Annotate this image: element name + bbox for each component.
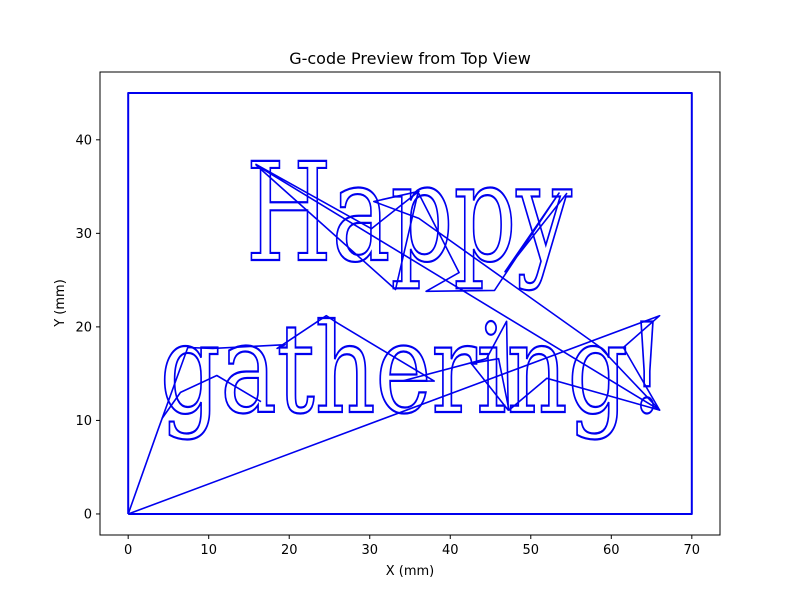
text-line-gathering: gathering! xyxy=(160,298,666,442)
y-tick-label: 20 xyxy=(75,320,92,335)
border-path xyxy=(127,92,693,515)
y-axis-label: Y (mm) xyxy=(53,279,68,328)
travel-path-3 xyxy=(161,374,262,419)
y-axis-ticks: 0 10 20 30 40 xyxy=(75,133,100,522)
chart-title: G-code Preview from Top View xyxy=(289,49,531,68)
x-tick-label: 70 xyxy=(684,543,701,558)
plot-frame xyxy=(99,71,721,536)
travel-path-2 xyxy=(255,163,661,411)
y-tick-label: 0 xyxy=(84,507,92,522)
y-tick-label: 40 xyxy=(75,133,92,148)
x-tick-label: 10 xyxy=(200,543,217,558)
x-tick-label: 60 xyxy=(603,543,620,558)
x-tick-label: 0 xyxy=(124,543,132,558)
y-tick-label: 10 xyxy=(75,414,92,429)
x-tick-label: 30 xyxy=(361,543,378,558)
x-tick-label: 40 xyxy=(442,543,459,558)
x-axis-label: X (mm) xyxy=(386,564,435,579)
x-tick-label: 20 xyxy=(281,543,298,558)
y-tick-label: 30 xyxy=(75,227,92,242)
x-axis-ticks: 0 10 20 30 40 50 60 70 xyxy=(124,535,700,558)
text-line-happy: Happy xyxy=(246,135,572,293)
plot-marks xyxy=(127,92,693,515)
travel-path-1 xyxy=(127,314,661,515)
x-tick-label: 50 xyxy=(523,543,540,558)
